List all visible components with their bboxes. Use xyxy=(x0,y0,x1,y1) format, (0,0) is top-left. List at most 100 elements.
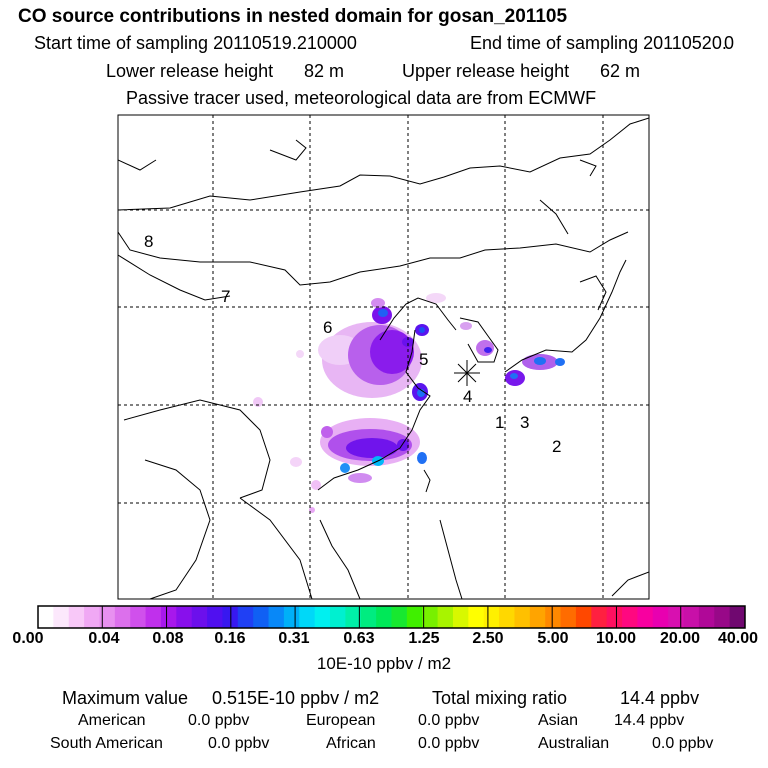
region-name: Australian xyxy=(538,735,610,752)
colorbar-unit: 10E-10 ppbv / m2 xyxy=(316,654,452,673)
colorbar-swatch xyxy=(253,606,270,628)
colorbar-swatch xyxy=(560,606,577,628)
colorbar-tick-9: 10.00 xyxy=(595,630,637,647)
graticule xyxy=(118,115,649,599)
colorbar-swatch xyxy=(38,606,54,628)
colorbar-swatch xyxy=(330,606,346,628)
region-value: 14.4 ppbv xyxy=(614,712,685,729)
region-name: European xyxy=(306,712,376,729)
region-name: South American xyxy=(50,735,163,752)
region-label-6: 6 xyxy=(323,318,332,337)
colorbar-swatch xyxy=(652,606,669,628)
region-label-1: 1 xyxy=(495,413,504,432)
start-time: Start time of sampling 20110519.210000 xyxy=(34,33,357,53)
region-label-2: 2 xyxy=(552,437,561,456)
colorbar-tick-4: 0.31 xyxy=(278,630,310,647)
plume-japan xyxy=(505,354,565,386)
colorbar-tick-0: 0.00 xyxy=(12,630,44,647)
colorbar xyxy=(37,605,746,629)
region-label-3: 3 xyxy=(520,413,529,432)
colorbar-tick-1: 0.04 xyxy=(88,630,120,647)
colorbar-tick-10: 20.00 xyxy=(659,630,701,647)
colorbar-swatch xyxy=(683,606,700,628)
colorbar-swatch xyxy=(99,606,116,628)
colorbar-swatch xyxy=(729,606,746,628)
colorbar-swatch xyxy=(360,606,377,628)
colorbar-swatch xyxy=(191,606,208,628)
lower-release-label: Lower release height xyxy=(106,61,274,81)
colorbar-swatch xyxy=(84,606,100,628)
colorbar-swatch xyxy=(668,606,685,628)
coastlines xyxy=(118,117,649,599)
region-label-7: 7 xyxy=(221,287,230,306)
colorbar-swatch xyxy=(591,606,608,628)
upper-release-value: 62 m xyxy=(600,61,641,81)
map-frame xyxy=(117,114,650,600)
region-label-4: 4 xyxy=(463,387,472,406)
region-label-5: 5 xyxy=(419,350,428,369)
colorbar-tick-11: 40.00 xyxy=(717,630,759,647)
colorbar-swatch xyxy=(468,606,485,628)
colorbar-swatch xyxy=(437,606,454,628)
region-value: 0.0 ppbv xyxy=(208,735,270,752)
region-value: 0.0 ppbv xyxy=(188,712,250,729)
colorbar-swatch xyxy=(299,606,316,628)
colorbar-tick-3: 0.16 xyxy=(214,630,246,647)
colorbar-tick-8: 5.00 xyxy=(537,630,569,647)
colorbar-swatch xyxy=(714,606,731,628)
colorbar-swatch xyxy=(207,606,223,628)
colorbar-swatch xyxy=(452,606,469,628)
region-name: African xyxy=(326,735,376,752)
colorbar-swatch xyxy=(499,606,515,628)
plume-south-china xyxy=(290,418,427,513)
total-mixing-value: 14.4 ppbv xyxy=(620,688,700,708)
colorbar-swatch xyxy=(114,606,131,628)
colorbar-swatch xyxy=(483,606,500,628)
colorbar-swatch xyxy=(130,606,147,628)
tracer-note: Passive tracer used, meteorological data… xyxy=(126,88,597,108)
max-value-label: Maximum value xyxy=(62,688,189,708)
region-value: 0.0 ppbv xyxy=(652,735,714,752)
colorbar-tick-6: 1.25 xyxy=(408,630,440,647)
region-value: 0.0 ppbv xyxy=(418,712,480,729)
colorbar-swatch xyxy=(545,606,562,628)
end-time-value: 0 xyxy=(724,33,735,53)
plume-north-china xyxy=(253,293,446,407)
max-value: 0.515E-10 ppbv / m2 xyxy=(212,688,380,708)
region-label-8: 8 xyxy=(144,232,153,251)
lower-release-value: 82 m xyxy=(304,61,345,81)
colorbar-swatch xyxy=(314,606,331,628)
colorbar-swatch xyxy=(53,606,70,628)
figure-title: CO source contributions in nested domain… xyxy=(18,6,568,27)
colorbar-swatch xyxy=(68,606,85,628)
region-name: American xyxy=(78,712,146,729)
colorbar-swatch xyxy=(268,606,285,628)
region-value: 0.0 ppbv xyxy=(418,735,480,752)
upper-release-label: Upper release height xyxy=(402,61,570,81)
colorbar-swatch xyxy=(145,606,162,628)
colorbar-swatch xyxy=(698,606,715,628)
end-time: End time of sampling 20110520. xyxy=(470,33,727,53)
colorbar-swatch xyxy=(345,606,362,628)
colorbar-tick-7: 2.50 xyxy=(472,630,504,647)
plume-korea xyxy=(460,322,494,356)
colorbar-swatch xyxy=(422,606,439,628)
colorbar-swatch xyxy=(637,606,654,628)
colorbar-swatch xyxy=(606,606,623,628)
colorbar-swatch xyxy=(237,606,254,628)
colorbar-swatch xyxy=(176,606,193,628)
colorbar-swatch xyxy=(406,606,423,628)
colorbar-tick-2: 0.08 xyxy=(152,630,184,647)
colorbar-swatch xyxy=(283,606,300,628)
receptor-asterisk-marker xyxy=(454,360,480,386)
colorbar-frame xyxy=(37,605,746,629)
colorbar-swatch xyxy=(376,606,392,628)
colorbar-tick-5: 0.63 xyxy=(343,630,375,647)
colorbar-swatch xyxy=(529,606,546,628)
colorbar-swatch xyxy=(514,606,531,628)
colorbar-swatch xyxy=(622,606,638,628)
colorbar-swatch xyxy=(160,606,177,628)
total-mixing-label: Total mixing ratio xyxy=(432,688,568,708)
colorbar-swatch xyxy=(391,606,408,628)
